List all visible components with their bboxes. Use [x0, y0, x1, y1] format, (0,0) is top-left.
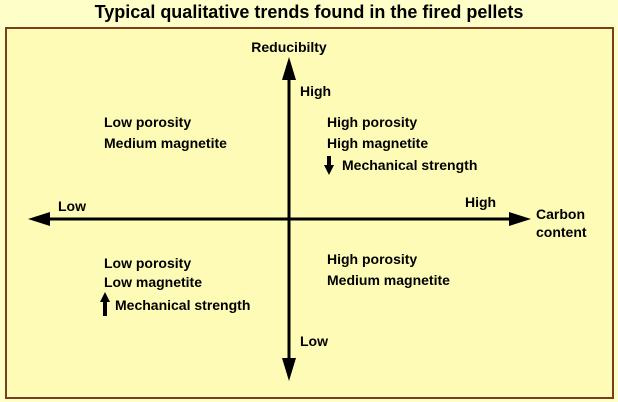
bottom-right-line1: High porosity: [327, 251, 417, 267]
x-axis-low: Low: [58, 198, 86, 214]
bottom-left-line2: Low magnetite: [104, 274, 202, 290]
horizontal-axis-arrow-right: [509, 212, 531, 226]
bottom-right-line2: Medium magnetite: [327, 272, 450, 288]
x-axis-label-line2: content: [536, 224, 587, 240]
y-axis-label: Reducibilty: [251, 39, 327, 55]
horizontal-axis-arrow-left: [28, 212, 50, 226]
top-left-line2: Medium magnetite: [104, 135, 227, 151]
top-left-line1: Low porosity: [104, 114, 191, 130]
x-axis-label-line1: Carbon: [536, 206, 585, 222]
diagram-frame: [5, 27, 614, 399]
x-axis-high: High: [465, 194, 496, 210]
diagram-title: Typical qualitative trends found in the …: [94, 2, 524, 22]
y-axis-low: Low: [300, 333, 328, 349]
arrow-up-icon: [100, 292, 110, 316]
top-right-line3: Mechanical strength: [342, 157, 477, 173]
vertical-axis-arrow-down: [282, 358, 296, 381]
y-axis-high: High: [300, 83, 331, 99]
top-right-line2: High magnetite: [327, 135, 428, 151]
bottom-left-line1: Low porosity: [104, 255, 191, 271]
vertical-axis-arrow-up: [282, 57, 296, 80]
bottom-left-line3: Mechanical strength: [115, 297, 250, 313]
top-right-line1: High porosity: [327, 114, 417, 130]
arrow-down-icon: [324, 156, 334, 175]
